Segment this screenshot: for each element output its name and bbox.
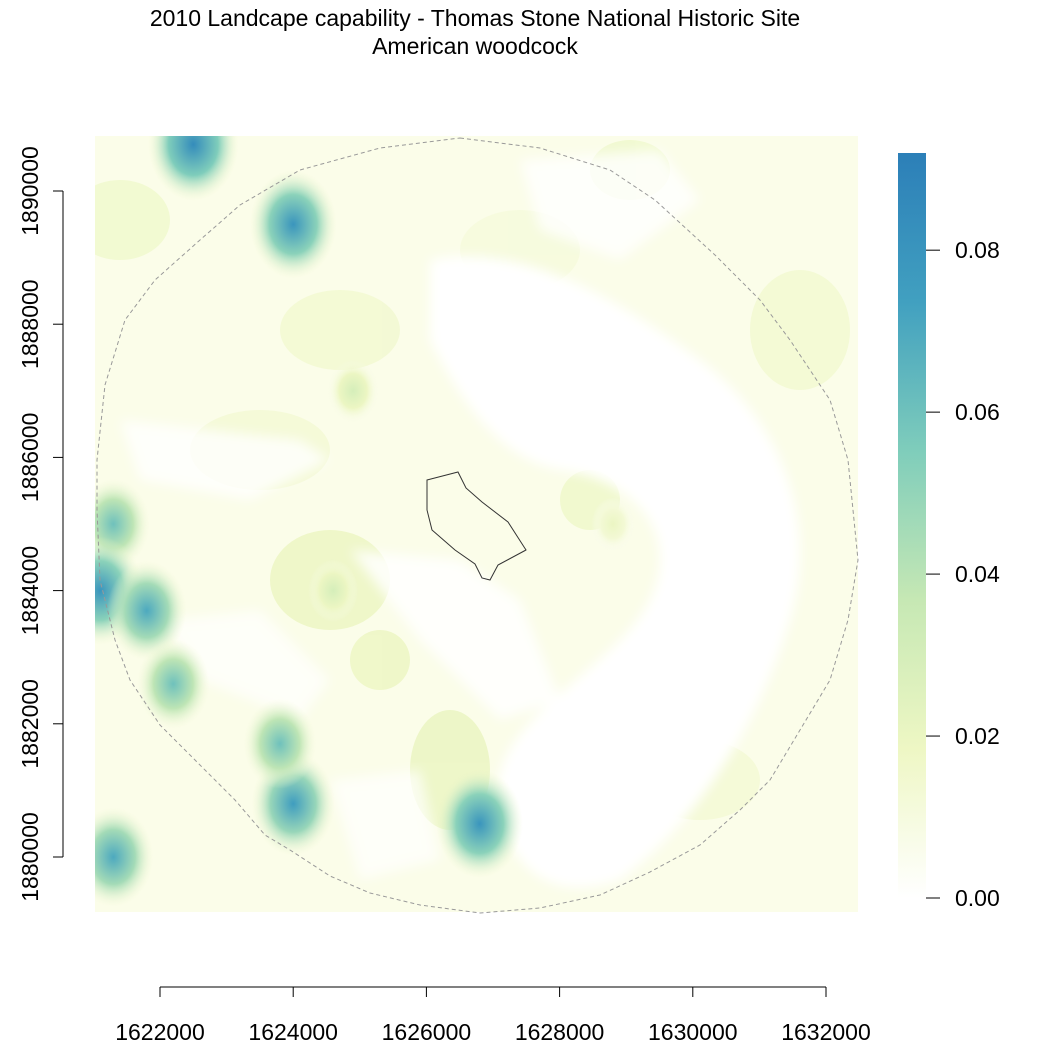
y-tick-label: 1880000 (17, 812, 43, 902)
legend-tick-label: 0.02 (955, 723, 1000, 749)
patch (350, 630, 410, 690)
x-tick-label: 1628000 (515, 1019, 605, 1045)
white-area (520, 150, 700, 260)
legend-tick-group: 0.00 0.02 0.04 0.06 0.08 (926, 237, 1000, 911)
white-area (350, 550, 560, 720)
hotspot (327, 359, 379, 423)
x-tick-label: 1630000 (648, 1019, 738, 1045)
legend-tick-label: 0.00 (955, 885, 1000, 911)
title-block: 2010 Landcape capability - Thomas Stone … (0, 4, 950, 60)
patch (95, 180, 170, 260)
x-axis: 1622000 1624000 1626000 1628000 1630000 16320… (115, 986, 871, 1045)
y-axis: 1880000 1882000 1884000 1886000 1888000 18900… (17, 146, 64, 902)
hotspot (250, 170, 337, 279)
white-area (430, 256, 800, 888)
y-tick-group: 1880000 1882000 1884000 1886000 1888000 18900… (17, 146, 63, 902)
map-subtitle: American woodcock (372, 33, 578, 59)
legend-tick-label: 0.04 (955, 561, 1000, 587)
x-tick-label: 1626000 (382, 1019, 472, 1045)
hotspot (148, 136, 239, 201)
y-tick-label: 1882000 (17, 679, 43, 769)
x-tick-label: 1622000 (115, 1019, 205, 1045)
white-area (160, 610, 330, 720)
x-tick-label: 1632000 (781, 1019, 871, 1045)
patch (750, 270, 850, 390)
hotspot (137, 638, 210, 729)
x-tick-group: 1622000 1624000 1626000 1628000 1630000 16320… (115, 987, 871, 1045)
zero-value-areas (120, 150, 800, 888)
hotspot (95, 807, 153, 907)
legend-tick-label: 0.06 (955, 399, 1000, 425)
hotspot (107, 561, 187, 661)
legend-tick-label: 0.08 (955, 237, 1000, 263)
map-title: 2010 Landcape capability - Thomas Stone … (149, 5, 801, 31)
x-tick-label: 1624000 (248, 1019, 338, 1045)
patch (280, 290, 400, 370)
legend-colorbar (898, 153, 926, 898)
legend: 0.00 0.02 0.04 0.06 0.08 (898, 153, 1000, 911)
park-boundary (426, 471, 527, 581)
hotspot (243, 698, 316, 789)
hotspot (591, 497, 635, 551)
buffer-boundary (96, 137, 859, 914)
white-area (120, 420, 330, 500)
white-area (330, 770, 440, 880)
y-tick-label: 1884000 (17, 546, 43, 636)
y-tick-label: 1888000 (17, 279, 43, 369)
hotspot (436, 769, 523, 878)
raster-layer (95, 136, 858, 912)
hotspot-layer (95, 136, 635, 907)
y-tick-label: 1886000 (17, 413, 43, 503)
hotspot (307, 559, 359, 623)
y-tick-label: 1890000 (17, 146, 43, 236)
